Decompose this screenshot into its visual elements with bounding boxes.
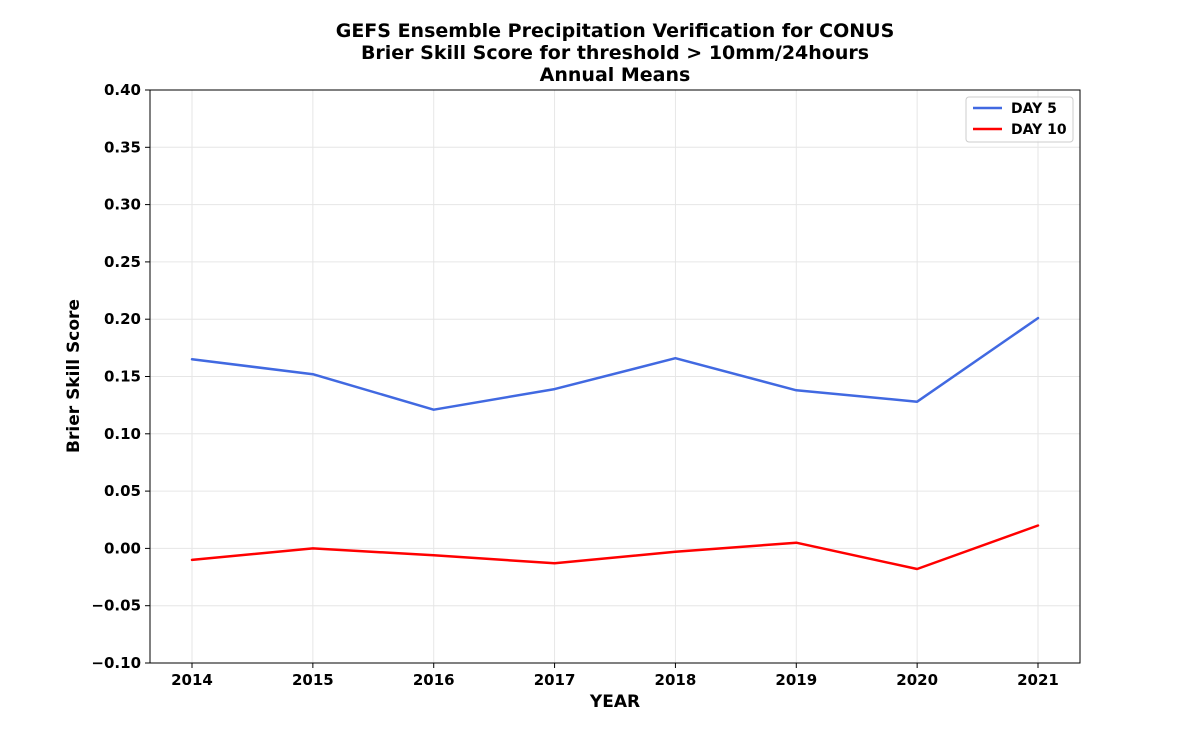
y-axis-ticks: −0.10 −0.05 0.00 0.05 0.10 0.15 0.20 0.25 0.30 0.… — [91, 81, 150, 672]
y-tick-label: 0.20 — [104, 310, 141, 328]
gridlines — [150, 89, 1080, 664]
chart-title-line-2: Brier Skill Score for threshold > 10mm/2… — [361, 42, 869, 64]
y-tick-label: 0.10 — [104, 425, 141, 443]
y-tick-label: 0.15 — [104, 368, 141, 386]
x-tick-label: 2015 — [292, 671, 334, 689]
x-tick-label: 2021 — [1017, 671, 1059, 689]
x-tick-label: 2020 — [896, 671, 938, 689]
y-tick-label: −0.05 — [91, 597, 141, 615]
series-line-day5 — [190, 316, 1040, 411]
chart-title: GEFS Ensemble Precipitation Verification… — [336, 20, 895, 86]
x-tick-label: 2014 — [171, 671, 213, 689]
legend-label-day10: DAY 10 — [1011, 122, 1067, 138]
y-tick-label: 0.35 — [104, 138, 141, 156]
y-tick-label: 0.05 — [104, 482, 141, 500]
x-tick-label: 2018 — [655, 671, 697, 689]
y-tick-label: 0.00 — [104, 539, 141, 557]
y-tick-label: −0.10 — [91, 654, 141, 672]
series-line-day10 — [190, 524, 1040, 571]
x-tick-label: 2019 — [775, 671, 817, 689]
y-axis-label: Brier Skill Score — [64, 299, 84, 453]
x-tick-label: 2016 — [413, 671, 455, 689]
series-lines — [190, 316, 1040, 571]
y-tick-label: 0.30 — [104, 196, 141, 214]
legend-label-day5: DAY 5 — [1011, 101, 1057, 117]
x-tick-label: 2017 — [534, 671, 576, 689]
chart-title-line-3: Annual Means — [540, 64, 691, 86]
legend: DAY 5 DAY 10 — [965, 96, 1074, 143]
x-axis-ticks: 2014 2015 2016 2017 2018 2019 2020 2021 — [171, 663, 1059, 689]
chart-title-line-1: GEFS Ensemble Precipitation Verification… — [336, 20, 895, 42]
y-tick-label: 0.25 — [104, 253, 141, 271]
x-axis-label: YEAR — [589, 692, 640, 712]
y-tick-label: 0.40 — [104, 81, 141, 99]
